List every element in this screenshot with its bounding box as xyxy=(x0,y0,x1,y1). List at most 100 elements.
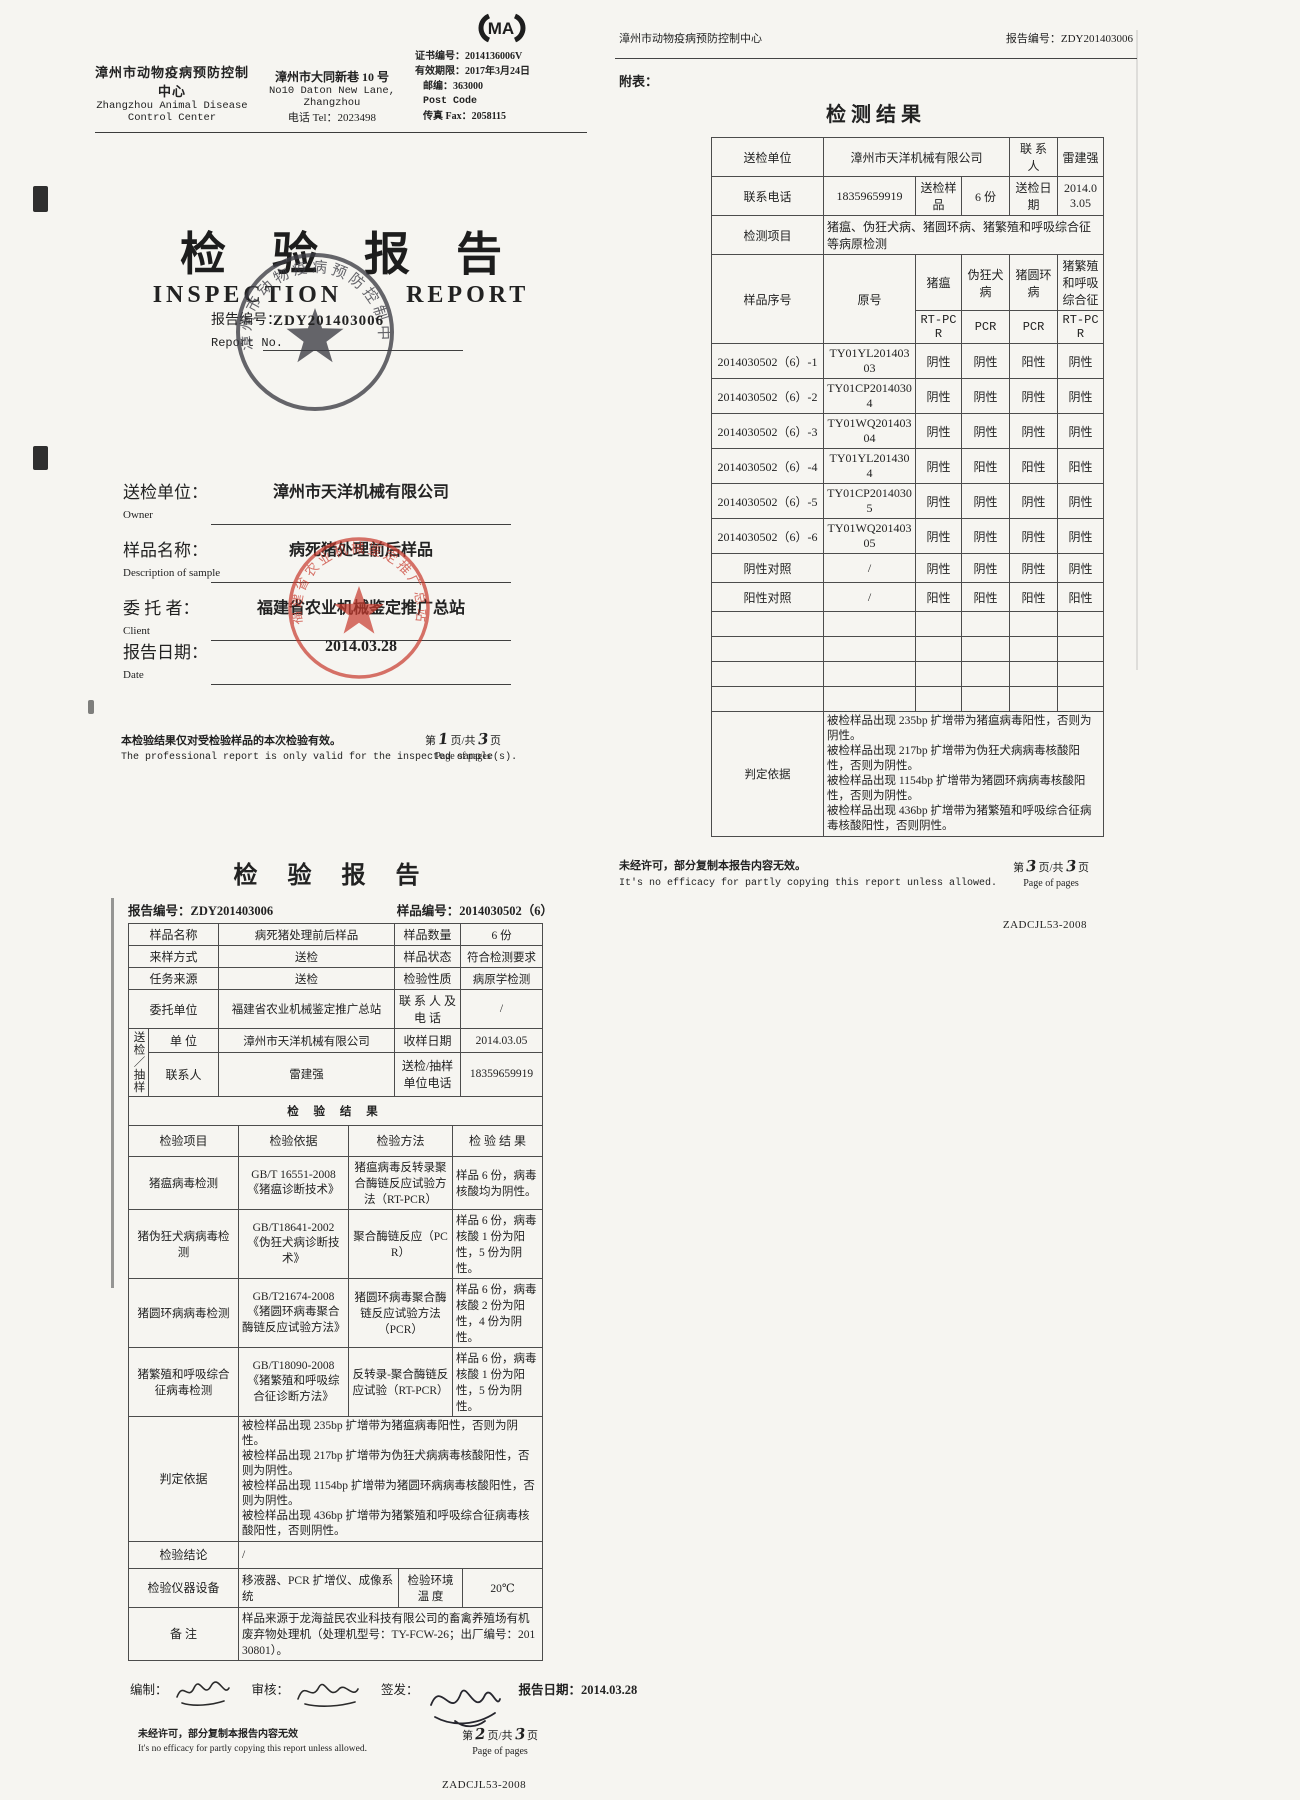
empty-cell xyxy=(711,686,824,712)
detail-report-no: 报告编号：ZDY201403006 xyxy=(128,904,274,918)
info-row: 联系电话 18359659919 送检样品 6 份 送检日期 2014.03.0… xyxy=(711,176,1105,216)
empty-cell xyxy=(960,636,1011,662)
result-cell: 阴性 xyxy=(915,448,962,484)
copy-note-cn: 未经许可，部分复制本报告内容无效。 xyxy=(619,859,806,872)
result-cell: 阴性 xyxy=(915,553,962,583)
result-cell: 阴性 xyxy=(960,378,1011,414)
judgement-basis-text: 被检样品出现 235bp 扩增带为猪瘟病毒阳性，否则为阴性。 被检样品出现 21… xyxy=(822,711,1105,837)
field-underline xyxy=(211,524,511,525)
result-cell: 阴性 xyxy=(960,343,1011,379)
result-cell: 阴性 xyxy=(915,343,962,379)
cell-value: 符合检测要求 xyxy=(460,945,544,968)
result-cell: 阴性 xyxy=(915,378,962,414)
equipment-value: 移液器、PCR 扩增仪、成像系统 xyxy=(238,1567,399,1608)
cell-value: 送检 xyxy=(218,945,396,968)
empty-cell xyxy=(1057,611,1105,637)
field-label-en: Owner xyxy=(123,509,153,521)
col-header-original-no: 原号 xyxy=(823,254,916,344)
field-report-date: 报告日期： 2014.03.28 Date xyxy=(123,638,573,708)
page-number: 第3页/共3页 xyxy=(1013,856,1089,876)
page-word: 页/共 xyxy=(1038,862,1064,874)
sample-id: 2014030502（6）-1 xyxy=(711,343,824,379)
stamp-star-icon xyxy=(334,586,384,634)
appendix-title: 检测结果 xyxy=(826,104,926,126)
copy-note-en: It's no efficacy for partly copying this… xyxy=(138,1743,367,1754)
environment-label: 检验环境温 度 xyxy=(398,1567,463,1608)
cell-label: 委托单位 xyxy=(127,989,220,1029)
postcode-cn: 邮编：363000 xyxy=(423,81,483,92)
signature-row: 编制： 审核： 签发： 报告日期：2014.03.28 xyxy=(130,1675,637,1727)
empty-cell xyxy=(960,661,1011,687)
judgement-basis-text: 被检样品出现 235bp 扩增带为猪瘟病毒阳性，否则为阴性。 被检样品出现 21… xyxy=(238,1415,543,1542)
info-row: 联系人 雷建强 送检/抽样单位电话 18359659919 xyxy=(129,1052,544,1097)
col-header-test: 猪瘟 xyxy=(915,254,962,311)
test-basis: GB/T18090-2008《猪繁殖和呼吸综合征诊断方法》 xyxy=(238,1346,349,1417)
detail-results-table: 检验项目 检验依据 检验方法 检 验 结 果 猪瘟病毒检测 GB/T 16551… xyxy=(128,1124,543,1569)
page-word: 第 xyxy=(462,1729,474,1742)
cell-label: 样品状态 xyxy=(394,945,462,968)
info-row: 样品名称 病死猪处理前后样品 样品数量 6 份 xyxy=(127,923,544,946)
info-row: 来样方式 送检 样品状态 符合检测要求 xyxy=(127,945,544,968)
field-label: 报告日期： xyxy=(123,643,208,662)
office-round-stamp: 漳州市动物疫病预防控制中心 xyxy=(222,235,399,421)
cell-value: 病死猪处理前后样品 xyxy=(218,923,396,946)
conclusion-value: / xyxy=(238,1540,543,1569)
judgement-basis-label: 判定依据 xyxy=(711,711,824,837)
address-en: No10 Daton New Lane, Zhangzhou xyxy=(268,85,396,109)
test-basis: GB/T21674-2008《猪圆环病毒聚合酶链反应试验方法》 xyxy=(238,1277,349,1348)
cell-label: 送检日期 xyxy=(1009,176,1059,216)
address-block: 漳州市大同新巷 10 号 No10 Daton New Lane, Zhangz… xyxy=(257,68,407,125)
result-row: 2014030502（6）-6 TY01WQ20140305 阴性 阴性 阴性 … xyxy=(711,518,1105,554)
original-no: / xyxy=(823,553,916,583)
field-label-en: Client xyxy=(123,625,150,637)
appendix-footer: 未经许可，部分复制本报告内容无效。 It's no efficacy for p… xyxy=(619,857,1089,889)
result-cell: 阴性 xyxy=(1057,413,1105,449)
original-no: TY01CP20140304 xyxy=(823,378,916,414)
page-num-handwritten: 3 xyxy=(1025,856,1038,876)
report-no-label-cn: 报告编号： xyxy=(211,313,281,328)
field-label: 送检单位： xyxy=(123,483,208,502)
cert-no: 证书编号：2014136006V xyxy=(415,51,523,62)
empty-cell xyxy=(823,686,916,712)
vertical-label-sampling: 送检／抽样 xyxy=(128,1028,149,1097)
test-item: 猪繁殖和呼吸综合征病毒检测 xyxy=(128,1346,239,1417)
detail-info-table: 样品名称 病死猪处理前后样品 样品数量 6 份 来样方式 送检 样品状态 符合检… xyxy=(127,923,544,1126)
field-label: 样品名称： xyxy=(123,541,208,560)
field-label-en: Date xyxy=(123,669,144,681)
page-total-handwritten: 3 xyxy=(513,1724,526,1743)
page-number-block: 第1页/共3页 Page of pages xyxy=(423,730,503,762)
reviewed-by-label: 审核： xyxy=(251,1682,290,1697)
result-cell: 阴性 xyxy=(1009,518,1059,554)
original-no: TY01WQ20140305 xyxy=(823,518,916,554)
cell-value: 18359659919 xyxy=(823,176,916,216)
page-total-handwritten: 3 xyxy=(1064,856,1077,876)
sign-report-date: 报告日期：2014.03.28 xyxy=(518,1682,638,1697)
appendix-header: 漳州市动物疫病预防控制中心 报告编号：ZDY201403006 xyxy=(615,22,1137,59)
page1-cover: 漳州市动物疫病预防控制中心 Zhangzhou Animal Disease C… xyxy=(85,10,597,800)
test-basis: GB/T18641-2002《伪狂犬病诊断技术》 xyxy=(238,1208,349,1279)
remark-value: 样品来源于龙海益民农业科技有限公司的畜禽养殖场有机废弃物处理机（处理机型号：TY… xyxy=(238,1606,543,1661)
judgement-line: 被检样品出现 235bp 扩增带为猪瘟病毒阳性，否则为阴性。 xyxy=(242,1419,518,1447)
result-cell: 阴性 xyxy=(960,518,1011,554)
judgement-line: 被检样品出现 436bp 扩增带为猪繁殖和呼吸综合征病毒核酸阳性，否则阴性。 xyxy=(242,1509,530,1537)
col-header-method: RT-PCR xyxy=(915,310,962,344)
prepared-by-label: 编制： xyxy=(130,1682,168,1697)
report-no-value: ZDY201403006 xyxy=(273,313,385,329)
test-result: 样品 6 份，病毒核酸 1 份为阳性，5 份为阴性。 xyxy=(452,1346,543,1417)
detail-sample-no: 样品编号：2014030502（6） xyxy=(396,904,553,918)
col-header-method: RT-PCR xyxy=(1057,310,1105,344)
cell-value: 漳州市天洋机械有限公司 xyxy=(822,137,1011,177)
empty-cell xyxy=(960,611,1011,637)
result-cell: 阴性 xyxy=(915,413,962,449)
result-row: 2014030502（6）-2 TY01CP20140304 阴性 阴性 阴性 … xyxy=(711,378,1105,414)
stamp-star-icon xyxy=(286,308,344,363)
scan-artifact-mark xyxy=(88,700,94,714)
result-cell: 阴性 xyxy=(1009,553,1059,583)
test-method: 反转录-聚合酶链反应试验（RT-PCR） xyxy=(348,1346,453,1417)
test-result: 样品 6 份，病毒核酸 1 份为阳性，5 份为阴性。 xyxy=(452,1208,543,1279)
cell-value: 6 份 xyxy=(960,176,1011,216)
conclusion-row: 检验结论 / xyxy=(128,1540,543,1569)
empty-cell xyxy=(823,611,916,637)
empty-row xyxy=(711,686,1105,712)
test-method: 猪瘟病毒反转录聚合酶链反应试验方法（RT-PCR） xyxy=(348,1155,453,1210)
